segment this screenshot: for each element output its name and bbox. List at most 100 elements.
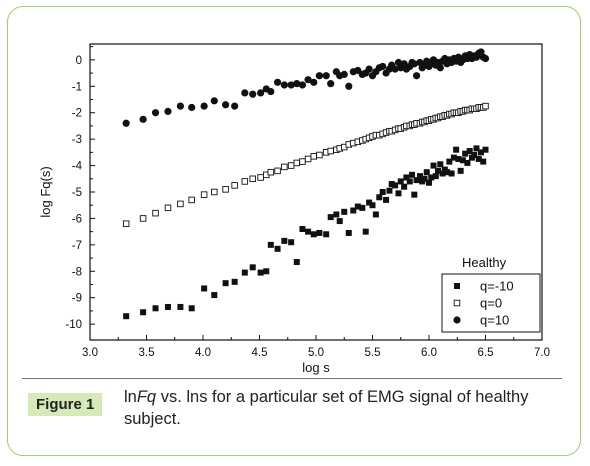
data-point	[471, 152, 478, 158]
data-point	[426, 179, 432, 186]
data-point	[354, 203, 361, 210]
data-point	[310, 231, 317, 238]
y-tick-label: -10	[65, 319, 82, 331]
data-point	[421, 175, 428, 182]
data-point	[350, 207, 357, 214]
data-point	[423, 169, 430, 176]
data-point	[222, 280, 229, 287]
data-point	[267, 241, 274, 248]
data-point	[267, 87, 275, 96]
data-point	[392, 182, 399, 189]
data-point	[481, 54, 490, 63]
data-point	[446, 158, 453, 165]
data-point	[341, 208, 348, 215]
data-point	[188, 305, 195, 312]
data-point	[280, 81, 288, 89]
y-tick-label: -7	[72, 240, 82, 252]
scatter-chart: 3.0 3.5 4.0 4.5 5.0 5.5 6.0 6.5 7.0 0 -1 -2 -3 -4 -5 -…	[38, 43, 550, 375]
data-point	[281, 237, 288, 244]
data-point	[288, 239, 295, 246]
data-point	[267, 168, 275, 176]
data-point	[386, 187, 393, 194]
data-point	[231, 182, 238, 189]
data-point	[177, 200, 184, 208]
y-tick-label: -2	[72, 108, 82, 120]
data-point	[241, 89, 249, 97]
data-point	[464, 159, 471, 166]
data-marks	[122, 48, 490, 320]
data-point	[305, 228, 312, 235]
x-axis-label: log s	[302, 360, 330, 375]
figure-frame	[7, 6, 581, 456]
data-point	[177, 303, 184, 310]
data-point	[379, 62, 387, 71]
x-axis: 3.0 3.5 4.0 4.5 5.0 5.5 6.0 6.5 7.0	[82, 335, 550, 359]
data-point	[299, 158, 306, 165]
data-point	[122, 220, 130, 227]
data-point	[287, 81, 295, 89]
data-point	[152, 209, 159, 217]
data-point	[403, 174, 410, 181]
data-point	[379, 189, 386, 195]
data-point	[340, 70, 348, 78]
x-tick-label: 7.0	[534, 347, 550, 359]
data-point	[222, 186, 229, 193]
data-point	[462, 150, 469, 157]
data-point	[211, 188, 218, 196]
data-point	[391, 65, 399, 73]
data-point	[362, 228, 369, 235]
data-point	[482, 102, 489, 110]
data-point	[263, 268, 270, 275]
x-tick-label: 6.0	[421, 347, 437, 359]
y-tick-label: -6	[72, 213, 82, 225]
data-point	[480, 158, 487, 165]
data-point	[477, 149, 484, 156]
data-point	[140, 309, 147, 316]
data-point	[211, 292, 218, 299]
data-point	[439, 170, 446, 177]
data-point	[359, 204, 366, 211]
x-tick-label: 6.5	[478, 347, 494, 359]
data-point	[323, 231, 330, 238]
data-point	[316, 229, 323, 236]
data-point	[281, 163, 288, 171]
data-point	[383, 196, 390, 203]
data-point	[482, 146, 489, 153]
data-point	[327, 214, 334, 221]
data-point	[366, 199, 373, 206]
data-point	[322, 72, 330, 80]
data-point	[327, 147, 334, 155]
data-point	[298, 81, 307, 89]
data-point	[428, 174, 435, 181]
data-point	[416, 173, 423, 180]
data-point	[411, 191, 418, 198]
data-point	[444, 169, 451, 176]
data-point	[274, 245, 281, 252]
y-tick-label: -1	[72, 81, 82, 93]
data-point	[315, 72, 323, 80]
data-point	[188, 103, 196, 112]
data-point	[122, 119, 130, 127]
data-point	[188, 196, 195, 204]
data-point	[369, 202, 376, 209]
data-point	[435, 167, 442, 174]
figure-label: Figure 1	[28, 393, 103, 416]
data-point	[299, 226, 306, 232]
data-point	[164, 303, 171, 310]
data-point	[210, 97, 218, 105]
caption-divider	[22, 378, 562, 379]
data-point	[241, 178, 249, 185]
y-tick-label: -3	[72, 134, 82, 146]
legend-title: Healthy	[462, 255, 507, 270]
data-point	[241, 269, 248, 276]
legend-label: q=0	[480, 296, 502, 311]
caption-lead: ln	[124, 388, 137, 406]
data-point	[293, 159, 301, 167]
caption-rest: vs. lns for a particular set of EMG sign…	[124, 388, 529, 428]
data-point	[430, 162, 437, 169]
x-tick-label: 5.5	[365, 347, 381, 359]
x-tick-label: 5.0	[308, 347, 324, 359]
data-point	[151, 109, 160, 117]
x-tick-label: 4.0	[195, 347, 211, 359]
data-point	[152, 305, 159, 312]
